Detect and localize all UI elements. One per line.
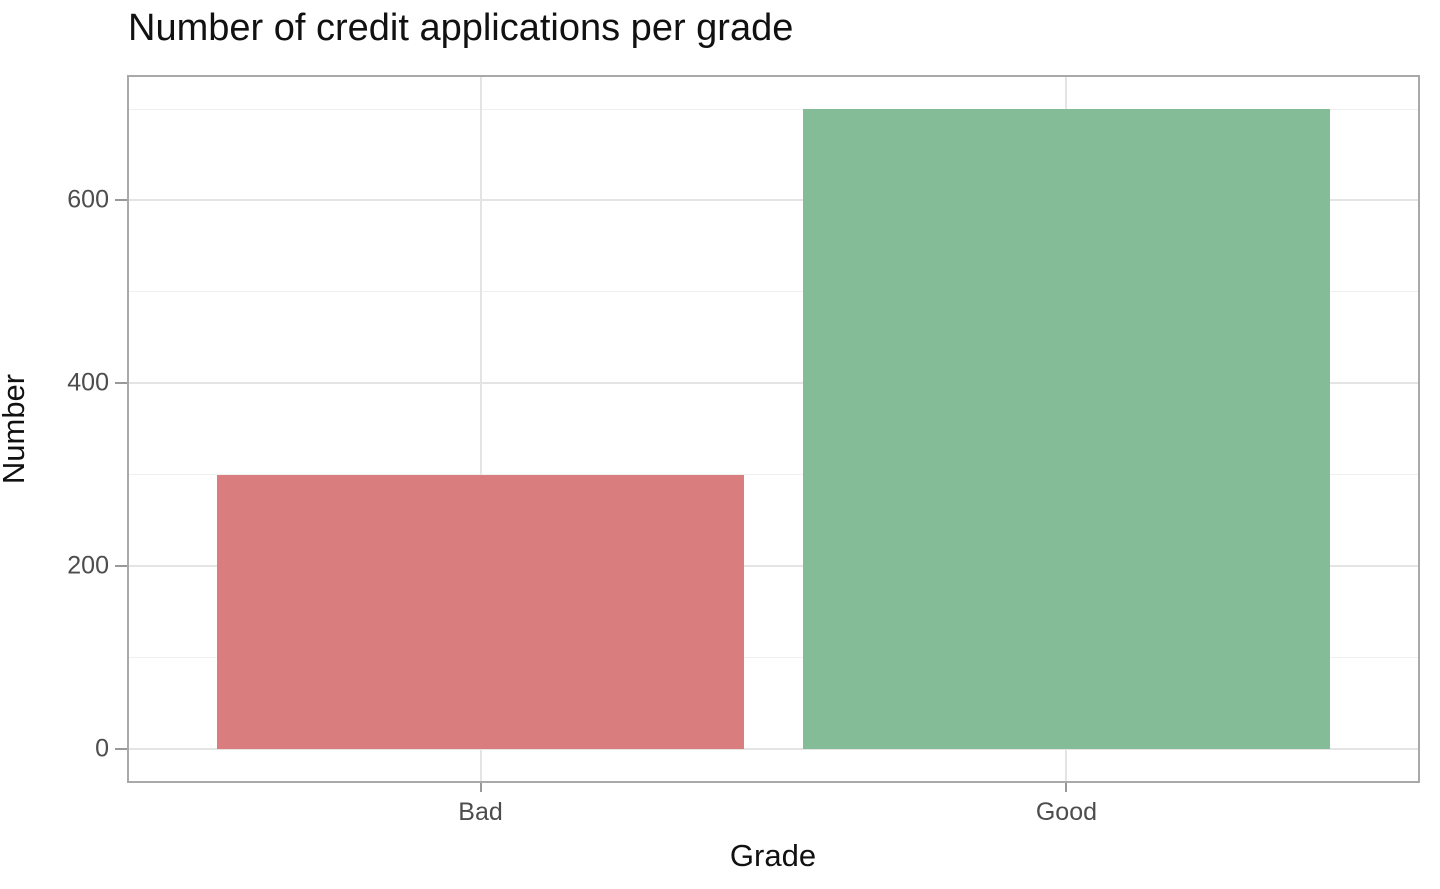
gridline-minor — [129, 291, 1418, 293]
gridline-minor — [129, 474, 1418, 476]
gridline-major — [129, 199, 1418, 202]
x-axis-tick-label: Good — [1035, 798, 1098, 826]
bar-good — [802, 109, 1331, 749]
x-axis-tick-label: Bad — [458, 798, 503, 826]
gridline-major — [129, 748, 1418, 750]
gridline-vertical — [479, 77, 482, 781]
y-axis-title: Number — [0, 373, 31, 485]
y-axis-tick-label: 0 — [95, 734, 109, 763]
y-axis-tick — [115, 199, 127, 202]
y-axis-tick-label: 400 — [67, 368, 109, 397]
y-axis-tick — [115, 382, 127, 385]
y-axis-tick-label: 200 — [67, 551, 109, 580]
y-axis-tick-label: 600 — [67, 185, 109, 214]
plot-panel — [127, 75, 1420, 783]
gridline-major — [129, 382, 1418, 385]
x-axis-tick — [1065, 783, 1068, 792]
bar-bad — [216, 474, 745, 749]
x-axis-tick — [479, 783, 482, 792]
gridline-major — [129, 565, 1418, 568]
y-axis-tick — [115, 748, 127, 750]
plot-title: Number of credit applications per grade — [128, 7, 794, 49]
gridline-minor — [129, 657, 1418, 659]
y-axis-tick — [115, 565, 127, 568]
gridline-minor — [129, 108, 1418, 110]
x-axis-title: Grade — [729, 838, 817, 873]
